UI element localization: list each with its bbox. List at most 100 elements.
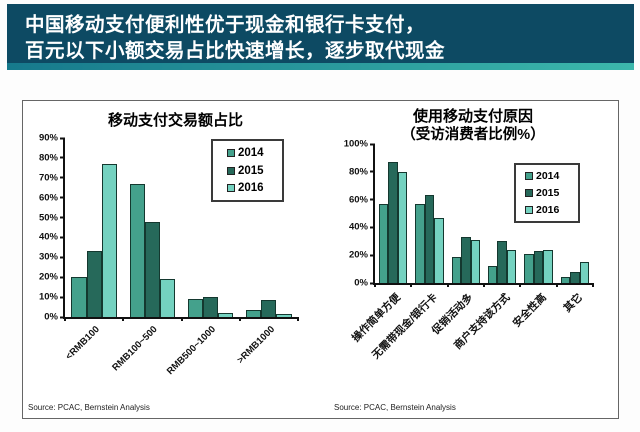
- y-tick-mark: [60, 296, 65, 299]
- y-tick-label: 20%: [38, 271, 58, 283]
- y-tick-mark: [370, 143, 375, 145]
- y-tick-label: 30%: [38, 251, 58, 263]
- y-tick-mark: [60, 236, 65, 239]
- bar-2014: [71, 277, 87, 317]
- x-axis-label: RMB500~1000: [165, 324, 219, 378]
- y-tick-mark: [60, 256, 65, 259]
- bar-2016: [434, 217, 444, 283]
- y-tick-label: 40%: [38, 231, 58, 243]
- bar-group: [448, 144, 484, 283]
- header-banner: 中国移动支付便利性优于现金和银行卡支付， 百元以下小额交易占比快速增长，逐步取代…: [7, 4, 634, 70]
- y-tick-mark: [370, 170, 375, 173]
- source-note: Source: PCAC, Bernstein Analysis: [334, 403, 456, 412]
- x-axis-label: <RMB100: [63, 324, 102, 363]
- bar-2014: [187, 299, 204, 317]
- bar-group: [65, 138, 123, 317]
- bar-2016: [579, 262, 589, 283]
- y-tick-label: 90%: [38, 132, 58, 144]
- bar-2014: [451, 256, 462, 283]
- x-axis-tick: [555, 283, 558, 287]
- y-tick-mark: [60, 156, 65, 159]
- bar-2014: [246, 310, 262, 317]
- legend-swatch: [227, 148, 235, 157]
- bar-2016: [397, 171, 408, 283]
- legend-entry-2015: 2015: [525, 187, 578, 199]
- y-tick-label: 100%: [343, 138, 368, 150]
- x-axis-label: >RMB1000: [234, 324, 277, 366]
- y-axis-tick: 0%: [354, 278, 375, 289]
- bar-2015: [144, 221, 160, 317]
- bar-2015: [424, 195, 435, 283]
- bar-group: [520, 144, 556, 283]
- legend: 2014 2015 2016: [211, 139, 284, 202]
- plot-area: 0% 10% 20% 30% 40% 50% 60% 70% 80% 90% <RMB100 RMB1…: [39, 133, 299, 377]
- bar-2015: [86, 251, 102, 317]
- legend: 2014 2015 2016: [514, 163, 580, 223]
- bar-2016: [276, 314, 292, 317]
- legend-swatch: [525, 206, 533, 214]
- y-axis-tick: 80%: [39, 152, 65, 163]
- bar-2015: [261, 300, 277, 317]
- bar-2015: [203, 297, 219, 317]
- y-axis-tick: 60%: [349, 194, 375, 205]
- y-axis-tick: 0%: [44, 312, 65, 323]
- x-axis-tick: [592, 283, 594, 287]
- y-axis-tick: 60%: [39, 192, 65, 203]
- legend-label: 2015: [536, 187, 560, 199]
- bar-group: [411, 144, 447, 283]
- bar-2015: [570, 271, 580, 283]
- plot-area: 0% 20% 40% 60% 80% 100% 操作简单方便 无需带现金/银行卡 促销活动多 商户…: [344, 139, 594, 361]
- y-tick-mark: [60, 276, 65, 279]
- x-axis-label: 安全性高: [510, 291, 549, 330]
- bar-2016: [470, 239, 480, 283]
- y-axis-tick: 70%: [39, 172, 65, 183]
- x-axis-tick: [238, 317, 241, 321]
- y-axis-tick: 50%: [39, 212, 65, 223]
- y-tick-mark: [370, 226, 375, 229]
- bar-2015: [461, 237, 471, 283]
- legend-swatch: [525, 189, 533, 197]
- y-axis-tick: 10%: [39, 292, 65, 303]
- y-tick-mark: [60, 176, 65, 179]
- bar-2014: [378, 203, 389, 283]
- y-tick-label: 0%: [44, 311, 58, 323]
- bar-group: [123, 138, 181, 317]
- bar-2016: [218, 313, 234, 317]
- x-axis-tick: [519, 283, 522, 287]
- y-axis-tick: 40%: [349, 222, 375, 233]
- x-axis-tick: [446, 283, 449, 287]
- y-axis-tick: 80%: [349, 166, 375, 177]
- bar-2014: [524, 253, 534, 283]
- y-axis-tick: 20%: [39, 272, 65, 283]
- y-axis-tick: 100%: [344, 139, 375, 150]
- banner-title-line1: 中国移动支付便利性优于现金和银行卡支付，: [25, 14, 426, 36]
- legend-label: 2016: [238, 182, 264, 195]
- legend-swatch: [227, 184, 235, 193]
- y-tick-label: 40%: [348, 221, 368, 233]
- x-axis-tick: [410, 283, 413, 287]
- y-tick-label: 50%: [38, 212, 58, 224]
- y-tick-mark: [60, 316, 65, 318]
- y-tick-label: 60%: [38, 192, 58, 204]
- chart-mobile-payment-transaction-share: 移动支付交易额占比 0% 10% 20% 30% 40% 50% 60% 70% 80% 90% <…: [23, 101, 323, 418]
- y-tick-mark: [370, 198, 375, 201]
- legend-entry-2016: 2016: [525, 204, 578, 216]
- bar-2016: [101, 163, 117, 317]
- chart-title: 移动支付交易额占比: [107, 112, 243, 129]
- bar-group: [375, 144, 411, 283]
- x-axis-tick: [64, 317, 66, 321]
- bar-2014: [129, 183, 145, 317]
- x-axis-label: RMB100~500: [110, 324, 161, 374]
- bar-group: [557, 144, 593, 283]
- bar-2014: [415, 203, 425, 283]
- chart-subtitle: （受访消费者比例%）: [401, 127, 545, 143]
- x-axis-tick: [374, 283, 376, 287]
- bar-2016: [506, 249, 517, 283]
- banner-title-line2: 百元以下小额交易占比快速增长，逐步取代现金: [25, 40, 446, 62]
- x-axis-tick: [180, 317, 183, 321]
- y-tick-label: 70%: [38, 172, 58, 184]
- bar-2015: [388, 162, 398, 283]
- bar-2015: [497, 241, 507, 283]
- x-axis-tick: [122, 317, 125, 321]
- y-tick-label: 80%: [348, 166, 368, 178]
